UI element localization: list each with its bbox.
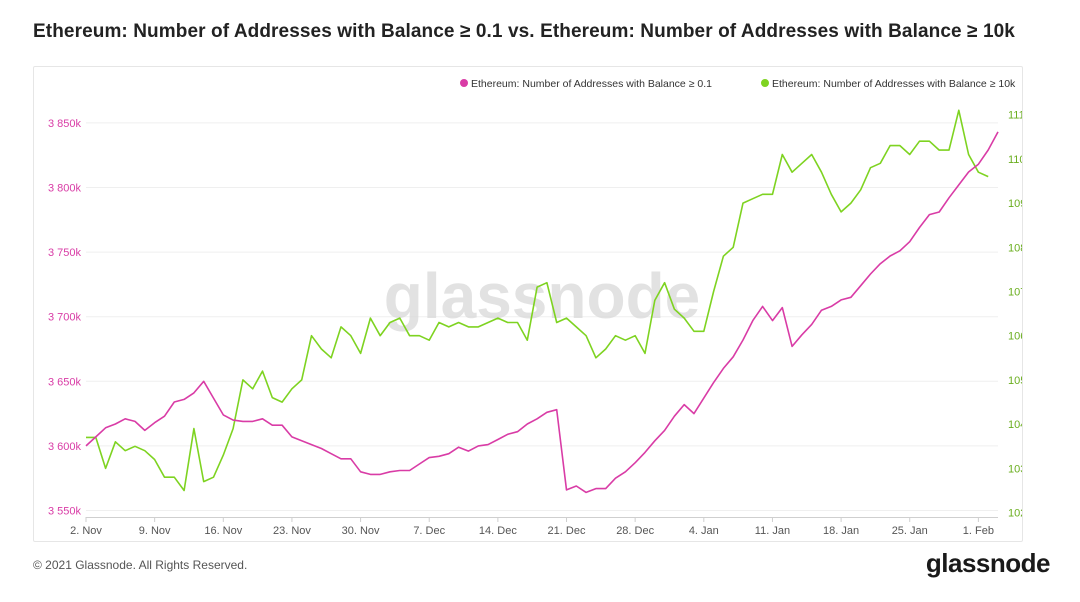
y-right-tick-label: 1020	[1008, 508, 1022, 520]
y-right-tick-label: 1050	[1008, 375, 1022, 387]
y-right-tick-label: 1060	[1008, 331, 1022, 343]
y-right-tick-label: 1080	[1008, 242, 1022, 254]
x-tick-label: 4. Jan	[689, 525, 719, 537]
grid-lines	[86, 122, 998, 512]
y-left-tick-label: 3 600k	[48, 441, 82, 453]
x-tick-label: 21. Dec	[548, 525, 586, 537]
y-left-tick-label: 3 750k	[48, 247, 82, 259]
x-tick-label: 30. Nov	[342, 525, 380, 537]
y-axis-right: 1020 1030 1040 1050 1060 1070 1080 1090 1100 1110	[1008, 110, 1022, 520]
legend-label-balance-0.1[interactable]: Ethereum: Number of Addresses with Balan…	[471, 78, 712, 90]
x-tick-label: 9. Nov	[139, 525, 171, 537]
y-left-tick-label: 3 850k	[48, 118, 82, 130]
x-tick-label: 23. Nov	[273, 525, 311, 537]
x-tick-label: 2. Nov	[70, 525, 102, 537]
x-tick-label: 7. Dec	[413, 525, 445, 537]
x-tick-label: 1. Feb	[963, 525, 994, 537]
y-right-tick-label: 1090	[1008, 198, 1022, 210]
glassnode-logo: glassnode	[925, 548, 1051, 578]
x-tick-label: 16. Nov	[204, 525, 242, 537]
legend-label-balance-10k[interactable]: Ethereum: Number of Addresses with Balan…	[772, 78, 1016, 90]
series-line-balance-0.1[interactable]	[85, 131, 999, 494]
legend-dot-balance-0.1	[460, 79, 468, 87]
x-axis: 2. Nov 9. Nov 16. Nov 23. Nov 30. Nov 7. Dec 1…	[70, 517, 998, 537]
y-right-tick-label: 1110	[1008, 110, 1022, 122]
series-line-balance-10k[interactable]	[86, 109, 989, 492]
y-right-tick-label: 1030	[1008, 463, 1022, 475]
y-right-tick-label: 1100	[1008, 154, 1022, 166]
y-left-tick-label: 3 800k	[48, 182, 82, 194]
y-right-tick-label: 1070	[1008, 287, 1022, 299]
watermark: glassnode	[384, 260, 701, 332]
legend-dot-balance-10k	[761, 79, 769, 87]
y-left-tick-label: 3 650k	[48, 376, 82, 388]
chart-svg: glassnode 3 550k 3 600k 3 650k 3 700k 3 750k…	[48, 78, 1022, 537]
legend: Ethereum: Number of Addresses with Balan…	[460, 78, 1016, 90]
x-tick-label: 14. Dec	[479, 525, 517, 537]
chart-title: Ethereum: Number of Addresses with Balan…	[33, 21, 1015, 42]
x-tick-label: 25. Jan	[892, 525, 928, 537]
chart-panel: glassnode 3 550k 3 600k 3 650k 3 700k 3 750k…	[33, 66, 1023, 542]
x-tick-label: 11. Jan	[755, 525, 790, 537]
y-left-tick-label: 3 550k	[48, 506, 82, 518]
y-left-tick-label: 3 700k	[48, 312, 82, 324]
y-axis-left: 3 550k 3 600k 3 650k 3 700k 3 750k 3 800k 3 85…	[48, 118, 82, 518]
x-tick-label: 18. Jan	[823, 525, 859, 537]
copyright-footer: © 2021 Glassnode. All Rights Reserved.	[33, 558, 248, 572]
y-right-tick-label: 1040	[1008, 419, 1022, 431]
series-lines	[85, 109, 999, 494]
x-tick-label: 28. Dec	[616, 525, 654, 537]
